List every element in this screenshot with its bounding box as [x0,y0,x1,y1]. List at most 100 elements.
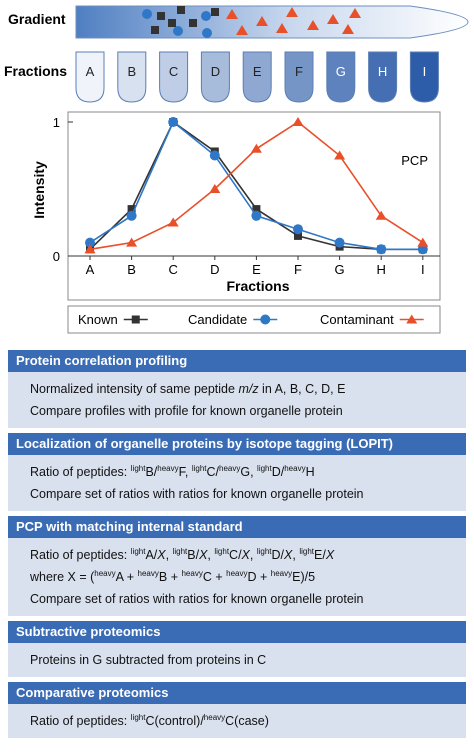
section-title: Protein correlation profiling [8,350,466,372]
tube [326,51,356,103]
text-run: light [257,464,272,473]
text-run: C/ [229,548,242,562]
chart-annotation: PCP [401,153,428,168]
text-run: Compare set of ratios with ratios for kn… [30,592,364,606]
text-run: A + [115,570,138,584]
text-run: , [207,548,215,562]
tube [75,51,105,103]
text-run: X [241,548,250,562]
section: Subtractive proteomics Proteins in G subt… [8,621,466,677]
marker [250,143,262,153]
series-line [89,121,424,251]
text-line: Compare set of ratios with ratios for kn… [30,588,466,610]
tube [284,51,314,103]
text-line: Compare profiles with profile for known … [30,400,466,422]
text-run: m/z [238,382,259,396]
text-run: D/ [271,465,285,479]
tube-label: C [169,64,178,79]
tube-label: A [86,64,95,79]
x-tick-label: F [294,262,302,277]
text-line: Compare set of ratios with ratios for kn… [30,483,466,505]
text-run: B + [158,570,182,584]
marker [376,244,387,255]
section: Localization of organelle proteins by is… [8,433,466,511]
x-axis-label: Fractions [226,278,289,294]
marker [334,237,345,248]
x-tick-label: B [127,262,136,277]
gradient-label: Gradient [8,11,66,27]
gradient-tube [75,5,469,39]
text-run: light [299,547,315,556]
tubes: A B C D E F G H I [75,51,439,103]
marker [260,314,271,325]
text-run: F, [178,465,192,479]
text-run: , [249,548,257,562]
x-tick-label: A [86,262,95,277]
section-body: Ratio of peptides: lightB/heavyF, lightC… [8,455,466,511]
text-run: where X = ( [30,570,95,584]
marker [406,314,418,324]
marker [334,150,346,160]
section-body: Normalized intensity of same peptide m/z… [8,372,466,428]
tube [200,51,230,103]
section-body: Ratio of peptides: lightA/X, lightB/X, l… [8,538,466,616]
text-run: light [130,713,146,722]
y-axis-label: Intensity [31,161,47,219]
figure: Gradient Fractions A B C D E F G H I PCP Fractio… [4,5,469,334]
text-run: heavy [203,713,226,722]
section-title: Localization of organelle proteins by is… [8,433,466,455]
text-run: B/ [187,548,200,562]
method-list: Protein correlation profiling Normalized … [8,350,466,743]
marker [126,237,138,247]
text-run: heavy [270,569,293,578]
series-line [89,120,423,251]
text-run: light [191,464,207,473]
marker [127,205,136,214]
section-body: Proteins in G subtracted from proteins i… [8,643,466,677]
marker [292,117,304,126]
marker [251,210,262,221]
y-tick-label: 1 [53,115,60,130]
text-run: E/ [314,548,326,562]
text-line: Proteins in G subtracted from proteins i… [30,649,466,671]
text-run: , [165,548,173,562]
marker [209,150,220,161]
section: Protein correlation profiling Normalized … [8,350,466,428]
x-tick-label: C [169,262,178,277]
marker [168,117,179,127]
tube-label: I [423,64,427,79]
text-run: in A, B, C, D, E [258,382,346,396]
text-run: C(control)/ [145,714,204,728]
text-run: H [305,465,315,479]
plot: 0 1 A B C D E F G H I Known Candidate Contaminant [53,115,440,327]
text-run: C + [202,570,227,584]
text-run: X [199,548,208,562]
section: PCP with matching internal standard Ratio… [8,516,466,616]
tube [117,51,147,103]
x-tick-label: G [335,262,345,277]
tube [409,51,439,103]
tube-label: D [211,64,220,79]
tube-label: B [127,64,136,79]
text-line: Ratio of peptides: lightC(control)/heavy… [30,710,466,732]
text-run: Ratio of peptides: [30,714,131,728]
tube-label: E [253,64,262,79]
tube-label: H [378,64,387,79]
marker [131,315,140,324]
text-run: Proteins in G subtracted from proteins i… [30,653,267,667]
text-run: X [325,548,335,562]
legend-frame [67,305,441,334]
text-run: D/ [271,548,285,562]
tube [159,51,189,103]
marker [126,210,137,221]
text-run: heavy [219,464,241,473]
text-run: Normalized intensity of same peptide [30,382,239,396]
text-line: Ratio of peptides: lightA/X, lightB/X, l… [30,544,466,566]
section: Comparative proteomics Ratio of peptides:… [8,682,466,738]
marker [84,244,96,254]
marker [167,217,179,227]
text-run: G, [240,465,258,479]
marker [209,184,221,193]
series-line [89,120,423,251]
tube [368,51,398,103]
